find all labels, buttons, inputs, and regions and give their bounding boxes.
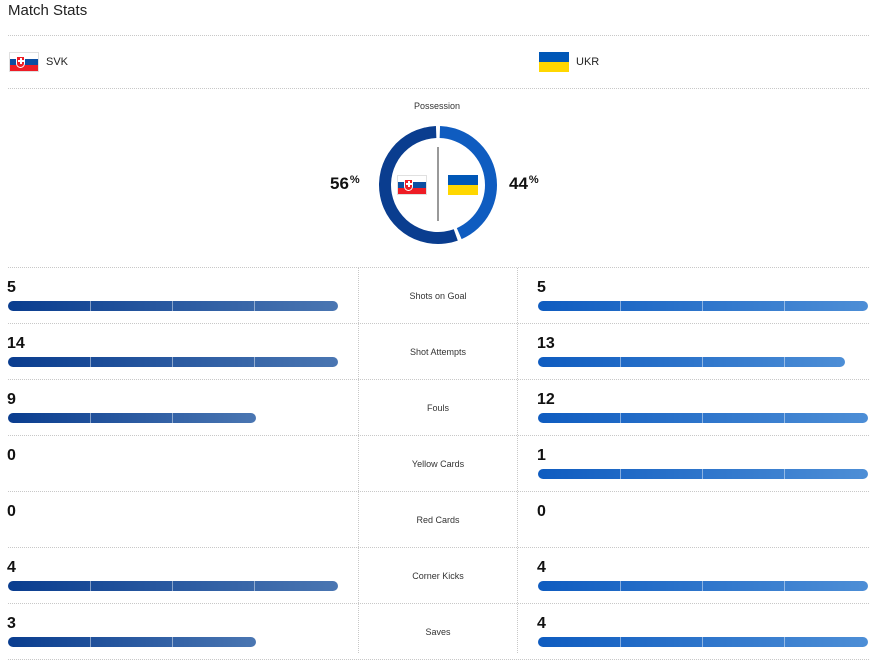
slovakia-flag-icon (397, 175, 427, 195)
stat-row: 3 Saves 4 (0, 604, 874, 660)
stat-bar-fill (538, 413, 868, 423)
stat-row: 5 Shots on Goal 5 (0, 268, 874, 324)
home-stat-value: 3 (7, 615, 16, 632)
stat-label: Red Cards (416, 515, 460, 525)
home-stat-bar (8, 637, 338, 647)
home-stat-value: 0 (7, 503, 16, 520)
away-stat-value: 0 (537, 503, 546, 520)
away-stat-bar (538, 525, 868, 535)
slovakia-flag-icon (9, 52, 39, 72)
home-stat-value: 0 (7, 447, 16, 464)
home-possession-arc (379, 126, 458, 244)
stat-bar-fill (538, 357, 845, 367)
ukraine-flag-icon (448, 175, 478, 195)
stat-bar-fill (8, 637, 256, 647)
stat-row: 0 Yellow Cards 1 (0, 436, 874, 492)
stat-label: Shots on Goal (409, 291, 467, 301)
home-stat-bar (8, 357, 338, 367)
divider (8, 88, 869, 89)
away-stat-value: 5 (537, 279, 546, 296)
away-stat-bar (538, 413, 868, 423)
home-stat-bar (8, 301, 338, 311)
divider (8, 35, 869, 36)
possession-label: Possession (413, 101, 461, 111)
away-stat-value: 12 (537, 391, 555, 408)
stat-row: 0 Red Cards 0 (0, 492, 874, 548)
stat-label: Saves (425, 627, 451, 637)
away-possession-arc (439, 126, 497, 240)
away-stat-bar (538, 357, 868, 367)
column-divider (517, 268, 518, 653)
stat-label: Yellow Cards (411, 459, 465, 469)
stat-row: 9 Fouls 12 (0, 380, 874, 436)
away-stat-bar (538, 581, 868, 591)
divider (8, 267, 869, 268)
home-team: SVK (9, 52, 68, 72)
stat-bar-fill (538, 637, 868, 647)
home-stat-bar (8, 469, 338, 479)
ukraine-flag-icon (539, 52, 569, 72)
stat-bar-fill (538, 469, 868, 479)
away-stat-bar (538, 301, 868, 311)
away-stat-bar (538, 469, 868, 479)
away-team-abbr: UKR (576, 56, 600, 68)
stat-bar-fill (8, 413, 256, 423)
home-stat-value: 9 (7, 391, 16, 408)
stat-label: Fouls (426, 403, 449, 413)
away-stat-value: 1 (537, 447, 546, 464)
stat-label: Corner Kicks (412, 571, 464, 581)
stat-row: 4 Corner Kicks 4 (0, 548, 874, 604)
stat-row: 14 Shot Attempts 13 (0, 324, 874, 380)
home-team-abbr: SVK (46, 56, 69, 68)
match-stats-title: Match Stats (8, 2, 88, 19)
stat-bar-fill (538, 301, 868, 311)
home-stat-value: 5 (7, 279, 16, 296)
away-possession: 44% (509, 174, 539, 193)
stat-bar-fill (8, 301, 338, 311)
home-stat-bar (8, 581, 338, 591)
home-possession: 56% (330, 174, 360, 193)
home-stat-bar (8, 413, 338, 423)
away-stat-value: 13 (537, 335, 555, 352)
stat-bar-fill (538, 581, 868, 591)
home-stat-bar (8, 525, 338, 535)
column-divider (358, 268, 359, 653)
stat-bar-fill (8, 581, 338, 591)
away-stat-value: 4 (537, 559, 546, 576)
possession-donut-chart (379, 126, 497, 244)
stat-bar-fill (8, 357, 338, 367)
home-stat-value: 14 (7, 335, 25, 352)
away-stat-bar (538, 637, 868, 647)
away-stat-value: 4 (537, 615, 546, 632)
stat-label: Shot Attempts (409, 347, 467, 357)
home-stat-value: 4 (7, 559, 16, 576)
away-team: UKR (539, 52, 599, 72)
